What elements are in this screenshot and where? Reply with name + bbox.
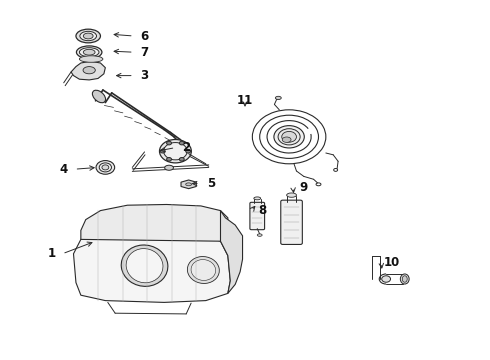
Circle shape — [160, 149, 165, 153]
Ellipse shape — [278, 129, 300, 145]
Text: 6: 6 — [141, 30, 148, 42]
Polygon shape — [71, 61, 105, 80]
Ellipse shape — [382, 276, 391, 282]
Polygon shape — [220, 211, 243, 293]
Text: 7: 7 — [141, 46, 148, 59]
Ellipse shape — [79, 48, 99, 57]
Ellipse shape — [99, 163, 111, 172]
Ellipse shape — [275, 96, 281, 100]
Ellipse shape — [83, 49, 95, 55]
Ellipse shape — [191, 260, 216, 280]
Ellipse shape — [126, 249, 163, 283]
Ellipse shape — [165, 165, 173, 170]
Circle shape — [179, 158, 184, 161]
Ellipse shape — [282, 131, 296, 142]
Text: 10: 10 — [384, 256, 400, 269]
Text: 8: 8 — [258, 204, 266, 217]
Text: 5: 5 — [207, 177, 215, 190]
Polygon shape — [74, 230, 230, 302]
Ellipse shape — [102, 165, 109, 170]
Circle shape — [167, 141, 172, 145]
FancyBboxPatch shape — [250, 202, 265, 230]
Text: 3: 3 — [141, 69, 148, 82]
Text: 1: 1 — [48, 247, 55, 260]
Ellipse shape — [79, 56, 103, 62]
Ellipse shape — [76, 46, 102, 58]
Ellipse shape — [93, 90, 105, 103]
Ellipse shape — [402, 276, 407, 282]
Ellipse shape — [186, 183, 192, 186]
Ellipse shape — [274, 126, 304, 148]
Circle shape — [186, 149, 191, 153]
Ellipse shape — [254, 197, 261, 200]
Ellipse shape — [83, 67, 95, 74]
Circle shape — [179, 141, 184, 145]
Ellipse shape — [187, 257, 220, 283]
Ellipse shape — [83, 33, 93, 39]
Text: 2: 2 — [182, 141, 190, 154]
Ellipse shape — [287, 193, 296, 197]
Ellipse shape — [121, 245, 168, 286]
Ellipse shape — [257, 234, 262, 237]
Text: 4: 4 — [60, 163, 68, 176]
Ellipse shape — [159, 140, 191, 163]
Text: 11: 11 — [237, 94, 253, 107]
Ellipse shape — [96, 161, 115, 174]
Ellipse shape — [282, 137, 291, 142]
Ellipse shape — [400, 274, 409, 284]
Ellipse shape — [164, 143, 187, 160]
FancyBboxPatch shape — [281, 200, 302, 244]
Circle shape — [167, 158, 172, 161]
Polygon shape — [181, 180, 196, 189]
Polygon shape — [81, 204, 228, 241]
Ellipse shape — [80, 31, 97, 41]
Ellipse shape — [76, 29, 100, 43]
Text: 9: 9 — [300, 181, 308, 194]
